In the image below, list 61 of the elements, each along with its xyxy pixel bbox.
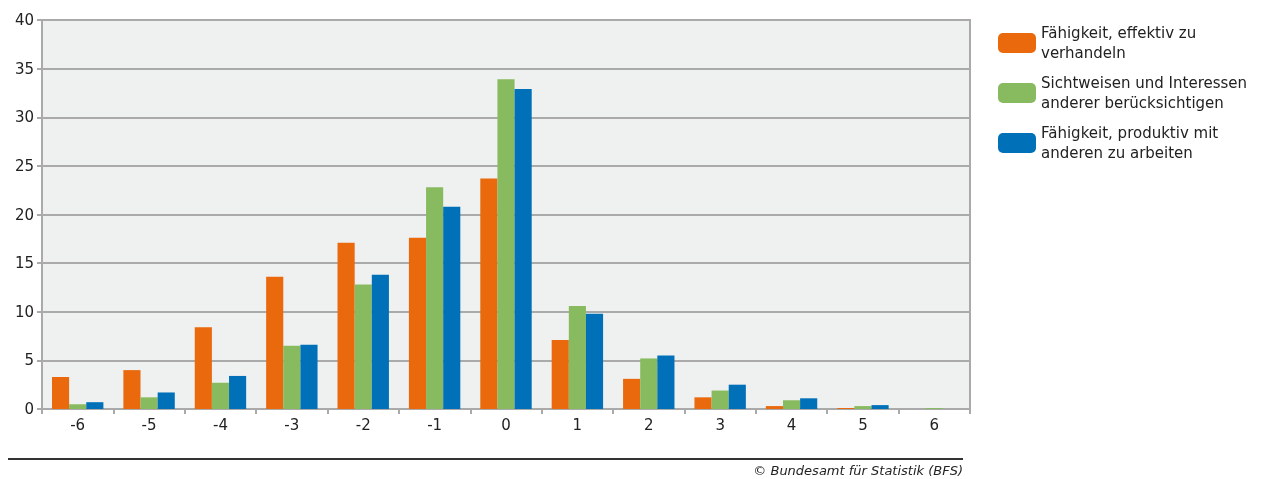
bar <box>337 242 355 409</box>
bar <box>854 406 872 409</box>
bar <box>551 339 569 409</box>
bar <box>623 378 641 409</box>
bar <box>354 284 372 409</box>
x-tick-label: 0 <box>501 415 511 434</box>
legend-label: Fähigkeit, produktiv mit anderen zu arbeiten <box>1041 124 1223 162</box>
x-tick-label: -6 <box>70 415 86 434</box>
y-tick-label: 25 <box>14 156 34 175</box>
bar <box>283 345 301 409</box>
bar <box>194 327 212 409</box>
bar <box>480 178 498 409</box>
bar <box>123 370 141 409</box>
bar <box>728 384 746 409</box>
bar <box>157 392 175 409</box>
bar <box>266 276 284 409</box>
bar <box>426 187 444 409</box>
bar <box>640 358 658 409</box>
x-tick-label: -5 <box>141 415 157 434</box>
bar <box>371 274 389 409</box>
bar <box>86 402 104 409</box>
bar <box>443 206 461 409</box>
x-tick-label: 1 <box>572 415 583 434</box>
bar <box>140 397 158 409</box>
x-tick-label: 6 <box>929 415 940 434</box>
y-tick-label: 30 <box>14 108 34 127</box>
bar <box>514 89 532 409</box>
legend-label: Fähigkeit, effektiv zu verhandeln <box>1041 24 1201 62</box>
bar <box>408 237 427 409</box>
y-tick-label: 10 <box>14 302 34 321</box>
x-tick-label: -3 <box>284 415 300 434</box>
bar <box>871 405 889 409</box>
y-tick-label: 40 <box>14 11 34 29</box>
y-tick-label: 20 <box>14 205 34 224</box>
bar <box>585 313 604 409</box>
x-tick-label: -4 <box>212 415 228 434</box>
text: © Bundesamt für Statistik (BFS) <box>752 463 963 478</box>
bar <box>568 305 586 409</box>
bar <box>211 382 230 409</box>
bar <box>51 376 70 409</box>
x-tick-label: -2 <box>355 415 371 434</box>
x-tick-label: -1 <box>427 415 443 434</box>
bar <box>229 375 247 409</box>
y-tick-label: 0 <box>24 400 34 418</box>
y-tick-label: 35 <box>14 59 34 78</box>
x-tick-label: 4 <box>786 415 797 434</box>
bar <box>782 400 801 409</box>
x-tick-label: 3 <box>715 415 725 434</box>
x-tick-label: 5 <box>858 415 868 434</box>
bar <box>694 397 712 409</box>
y-tick-label: 15 <box>14 254 34 273</box>
bar <box>497 79 515 409</box>
x-tick-label: 2 <box>644 415 654 434</box>
y-tick-label: 5 <box>24 351 34 370</box>
bar <box>711 390 729 409</box>
bar <box>657 355 675 409</box>
legend-label: Sichtweisen und Interessen anderer berücksichtigen <box>1041 74 1252 112</box>
bar <box>765 406 783 409</box>
bar <box>300 344 318 409</box>
bar <box>69 404 87 409</box>
bar <box>800 398 818 409</box>
